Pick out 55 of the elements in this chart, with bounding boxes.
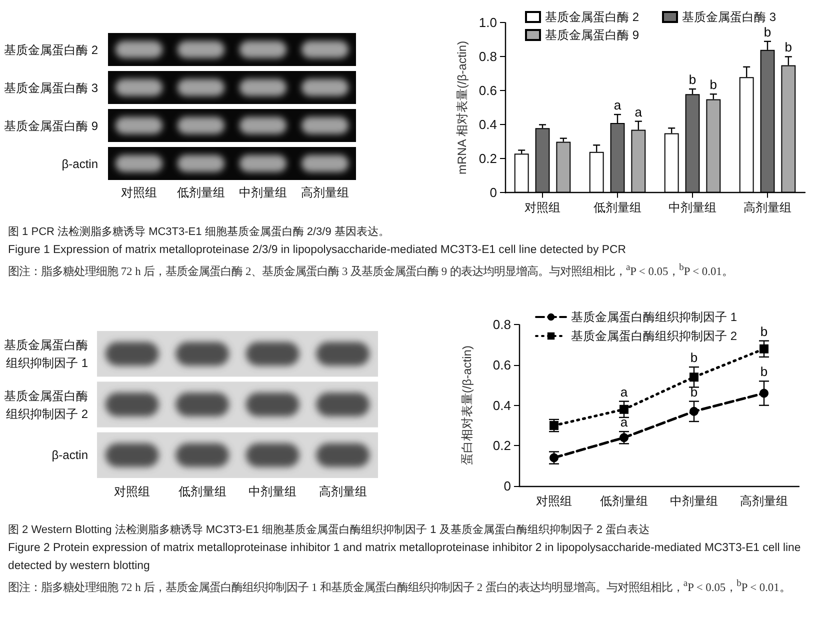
data-label: b xyxy=(760,364,768,380)
category-label: 基质金属蛋白酶 3 xyxy=(4,80,98,94)
data-label: a xyxy=(620,414,628,430)
y-axis-title: mRNA 相对表量(/β-actin) xyxy=(455,40,470,174)
data-label: b xyxy=(784,40,792,55)
legend-label: 基质金属蛋白酶 2 xyxy=(545,10,640,24)
data-label: b xyxy=(690,384,698,400)
legend-label: 基质金属蛋白酶组织抑制因子 1 xyxy=(571,310,738,324)
x-tick-label: 高剂量组 xyxy=(740,494,788,508)
text: 图 1 PCR 法检测脂多糖诱导 MC3T3-E1 细胞基质金属蛋白酶 2/3/9 基因表达。 xyxy=(8,225,390,240)
data-label: b xyxy=(688,72,696,87)
x-tick-label: 低剂量组 xyxy=(594,200,642,215)
category-label: 低剂量组 xyxy=(177,184,225,202)
legend-label: 基质金属蛋白酶 9 xyxy=(545,28,640,42)
legend-label: 基质金属蛋白酶组织抑制因子 2 xyxy=(571,329,738,343)
category-label: β-actin xyxy=(62,156,98,170)
y-tick-label: 0.6 xyxy=(492,358,511,373)
y-tick-label: 0.6 xyxy=(478,83,497,98)
y-tick-label: 0 xyxy=(504,478,511,494)
data-label: b xyxy=(764,24,772,40)
y-axis-title: 蛋白相对表量(/β-actin) xyxy=(460,346,474,466)
x-tick-label: 对照组 xyxy=(524,200,560,215)
x-tick-label: 中剂量组 xyxy=(668,200,716,215)
category-label: 高剂量组 xyxy=(301,184,349,202)
category-label: 对照组 xyxy=(121,184,157,202)
data-label: b xyxy=(690,350,698,366)
y-tick-label: 0 xyxy=(490,185,497,200)
x-tick-label: 中剂量组 xyxy=(670,494,718,508)
text: Figure 2 Protein expression of matrix metalloproteinase inhibitor 1 and matrix metalloproteinase inhibitor 2 in lipopolysaccharide-mediated MC3T3-E1 cell line detected by western blotting xyxy=(8,541,802,574)
category-label: 基质金属蛋白酶 2 xyxy=(4,42,98,56)
x-tick-label: 高剂量组 xyxy=(744,200,792,215)
x-tick-label: 对照组 xyxy=(536,494,572,508)
category-label: 基质金属蛋白酶组织抑制因子 1 xyxy=(4,338,88,370)
x-tick-label: 低剂量组 xyxy=(600,494,648,508)
y-tick-label: 0.4 xyxy=(492,398,511,413)
y-tick-label: 0.2 xyxy=(492,438,511,454)
y-tick-label: 0.2 xyxy=(478,151,497,166)
text: 图注：脂多糖处理细胞 72 h 后，基质金属蛋白酶 2、基质金属蛋白酶 3 及基质金属蛋白酶 9 的表达均明显增高。与对照组相比，$^{a}$P < 0.05，$^{b}$P < 0.01。 xyxy=(8,262,734,280)
category-label: 基质金属蛋白酶组织抑制因子 2 xyxy=(4,388,88,420)
y-tick-label: 0.8 xyxy=(478,49,497,64)
text: Figure 1 Expression of matrix metalloproteinase 2/3/9 in lipopolysaccharide-mediated MC3T3-E1 cell line detected by PCR xyxy=(8,243,627,258)
legend-label: 基质金属蛋白酶 3 xyxy=(682,10,776,24)
data-label: a xyxy=(634,104,643,120)
text: 图 2 Western Blotting 法检测脂多糖诱导 MC3T3-E1 细胞基质金属蛋白酶组织抑制因子 1 及基质金属蛋白酶组织抑制因子 2 蛋白表达 xyxy=(8,523,651,538)
y-tick-label: 0.4 xyxy=(478,117,497,132)
y-tick-label: 0.8 xyxy=(492,317,511,332)
data-label: b xyxy=(710,77,718,92)
category-label: 中剂量组 xyxy=(239,184,287,202)
y-tick-label: 1.0 xyxy=(478,15,497,30)
data-label: a xyxy=(614,98,622,112)
data-label: b xyxy=(760,324,768,339)
category-label: β-actin xyxy=(52,448,88,462)
data-label: a xyxy=(620,384,628,400)
text: 图注：脂多糖处理细胞 72 h 后，基质金属蛋白酶组织抑制因子 1 和基质金属蛋白酶组织抑制因子 2 蛋白的表达均明显增高。与对照组相比，$^{a}$P < 0.05，$^{b}$P < 0.01。 xyxy=(8,578,792,596)
category-label: 基质金属蛋白酶 9 xyxy=(4,118,98,132)
